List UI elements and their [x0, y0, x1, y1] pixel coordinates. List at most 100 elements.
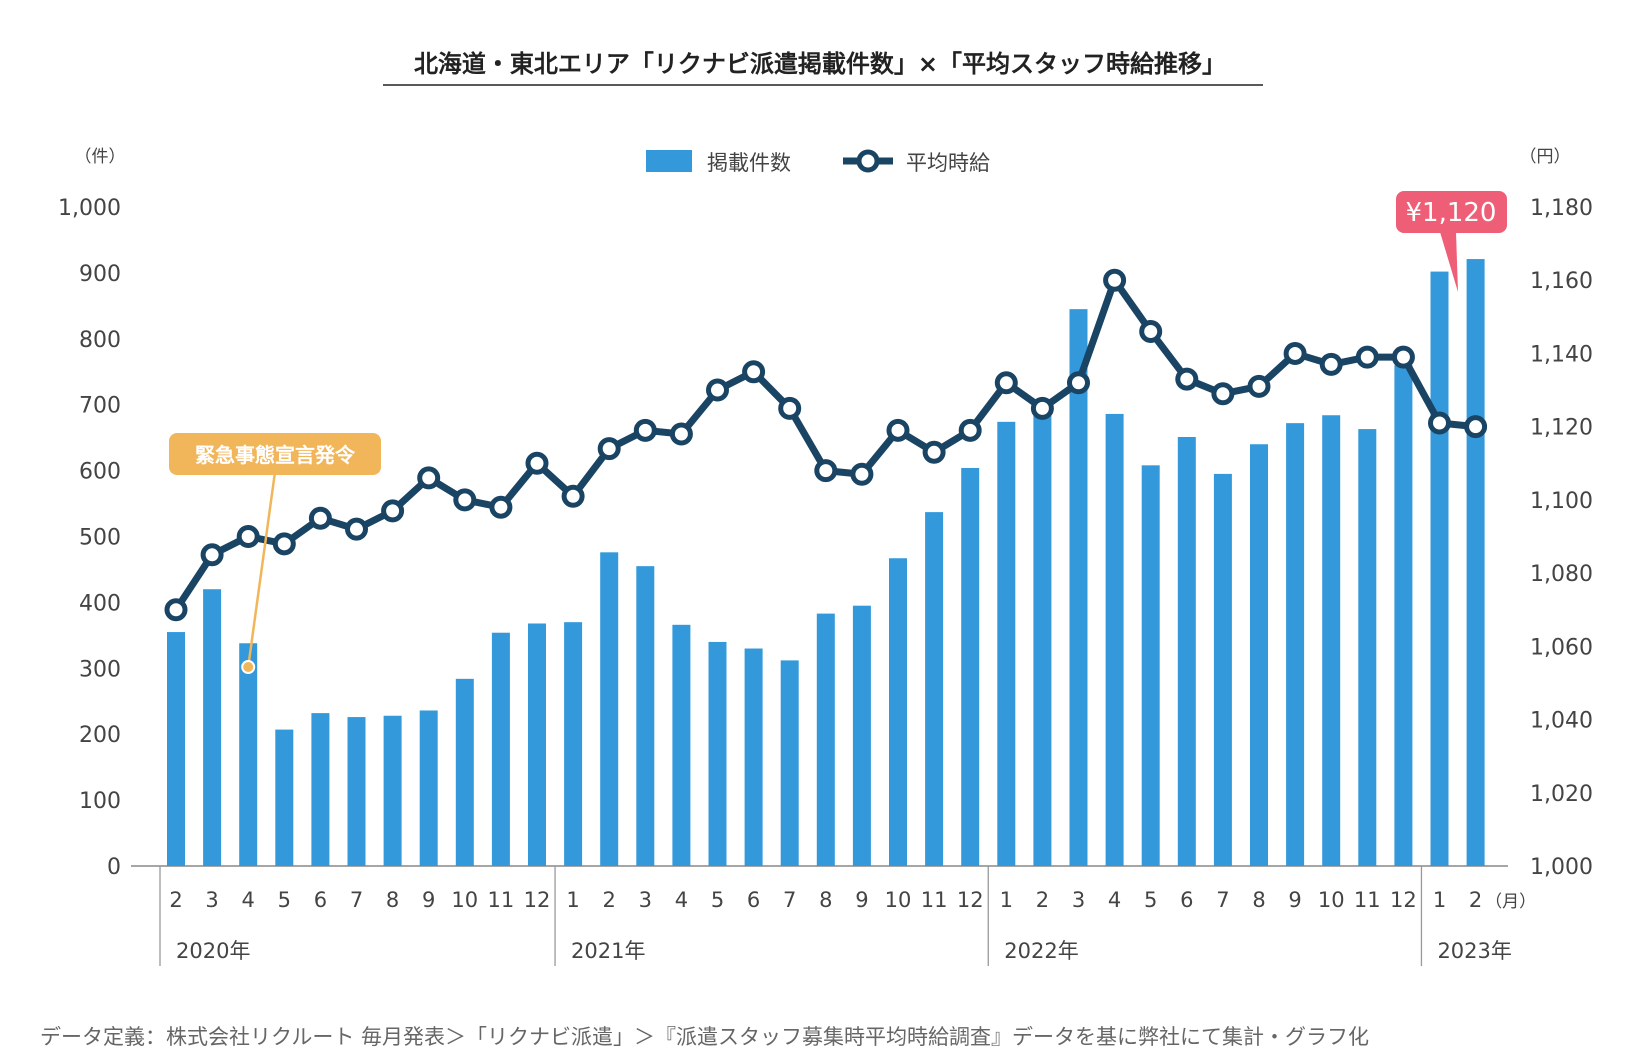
left-tick-label: 500	[79, 526, 121, 551]
bar	[239, 643, 258, 866]
category-label: 3	[1072, 888, 1085, 912]
category-label: 9	[855, 888, 868, 912]
right-tick-label: 1,080	[1530, 562, 1593, 587]
category-label: 10	[451, 888, 478, 912]
left-tick-label: 700	[79, 394, 121, 419]
bar	[1250, 444, 1268, 866]
right-axis-unit: （円）	[1520, 147, 1571, 167]
category-label: 6	[1180, 888, 1193, 912]
line-point	[1030, 396, 1054, 420]
right-tick-label: 1,000	[1530, 855, 1593, 880]
bar	[203, 589, 222, 866]
category-label: 1	[1000, 888, 1013, 912]
bar	[961, 467, 980, 866]
line-point	[850, 462, 874, 486]
category-label: 11	[1354, 888, 1381, 912]
category-label: 12	[957, 888, 984, 912]
category-label: 12	[1390, 888, 1417, 912]
category-label: 4	[675, 888, 688, 912]
year-label: 2020年	[176, 939, 250, 963]
line-point	[417, 466, 441, 490]
left-tick-label: 600	[79, 460, 121, 485]
year-label: 2022年	[1004, 939, 1078, 963]
legend: 掲載件数 平均時給	[646, 149, 990, 175]
month-unit: （月）	[1485, 892, 1536, 912]
bar	[889, 558, 907, 866]
line-point	[633, 418, 657, 442]
legend-bar-swatch	[646, 150, 692, 172]
line-point	[1139, 319, 1163, 343]
left-tick-label: 400	[79, 591, 121, 616]
line-point	[525, 451, 549, 475]
bar	[491, 632, 510, 866]
bar	[708, 641, 727, 866]
category-label: 5	[1144, 888, 1157, 912]
bar	[455, 678, 474, 866]
legend-bar-label: 掲載件数	[707, 151, 791, 175]
left-axis-unit: （件）	[75, 147, 126, 167]
category-label: 2	[1469, 888, 1482, 912]
bar	[1286, 423, 1305, 866]
category-label: 8	[819, 888, 832, 912]
line-point	[778, 396, 802, 420]
left-tick-label: 300	[79, 657, 121, 682]
category-label: 5	[711, 888, 724, 912]
bar	[347, 717, 366, 866]
line-point	[886, 418, 910, 442]
bar	[528, 623, 546, 866]
right-tick-label: 1,040	[1530, 709, 1593, 734]
category-label: 4	[242, 888, 255, 912]
bar	[167, 632, 185, 866]
category-label: 3	[205, 888, 218, 912]
line-point	[200, 543, 224, 567]
right-tick-label: 1,100	[1530, 489, 1593, 514]
category-label: 12	[524, 888, 551, 912]
bar	[1177, 436, 1196, 866]
line-point	[669, 422, 693, 446]
line-point	[706, 378, 729, 402]
right-tick-label: 1,060	[1530, 635, 1593, 660]
callout-box	[169, 433, 381, 475]
bar	[744, 648, 763, 866]
line-point	[1391, 345, 1415, 369]
footnote: データ定義：株式会社リクルート 毎月発表＞「リクナビ派遣」＞『派遣スタッフ募集時…	[40, 1025, 1369, 1049]
line-point	[1211, 382, 1235, 406]
line-point	[1175, 367, 1199, 391]
price-badge-pointer	[1440, 232, 1458, 292]
line-point	[742, 360, 766, 384]
line-point	[922, 440, 946, 464]
category-label: 8	[1252, 888, 1265, 912]
line-point	[236, 525, 260, 548]
bar	[1033, 411, 1052, 866]
category-label: 2	[169, 888, 182, 912]
bar	[852, 605, 871, 866]
bar	[1105, 413, 1124, 866]
line-point	[958, 418, 982, 442]
line-point	[994, 371, 1018, 395]
category-label: 6	[747, 888, 760, 912]
right-tick-label: 1,180	[1530, 196, 1593, 221]
year-label: 2021年	[571, 939, 645, 963]
left-tick-label: 0	[107, 855, 121, 880]
right-tick-label: 1,140	[1530, 342, 1593, 367]
line-point	[164, 598, 188, 622]
callout-dot	[241, 660, 256, 674]
category-label: 7	[1216, 888, 1229, 912]
bar	[383, 715, 402, 866]
price-badge	[1396, 191, 1507, 233]
bar	[816, 613, 835, 866]
bar	[636, 566, 655, 866]
line-point	[1067, 371, 1090, 395]
line-point	[453, 488, 477, 512]
bar	[1322, 415, 1341, 866]
line-point	[1464, 415, 1488, 439]
left-tick-label: 200	[79, 723, 121, 748]
category-label: 3	[639, 888, 652, 912]
category-label: 7	[350, 888, 363, 912]
annotations: 緊急事態宣言発令 ¥1,120	[169, 191, 1507, 674]
category-label: 9	[422, 888, 435, 912]
bar	[1069, 309, 1088, 866]
bar	[1358, 429, 1377, 866]
callout-leader	[246, 471, 277, 668]
